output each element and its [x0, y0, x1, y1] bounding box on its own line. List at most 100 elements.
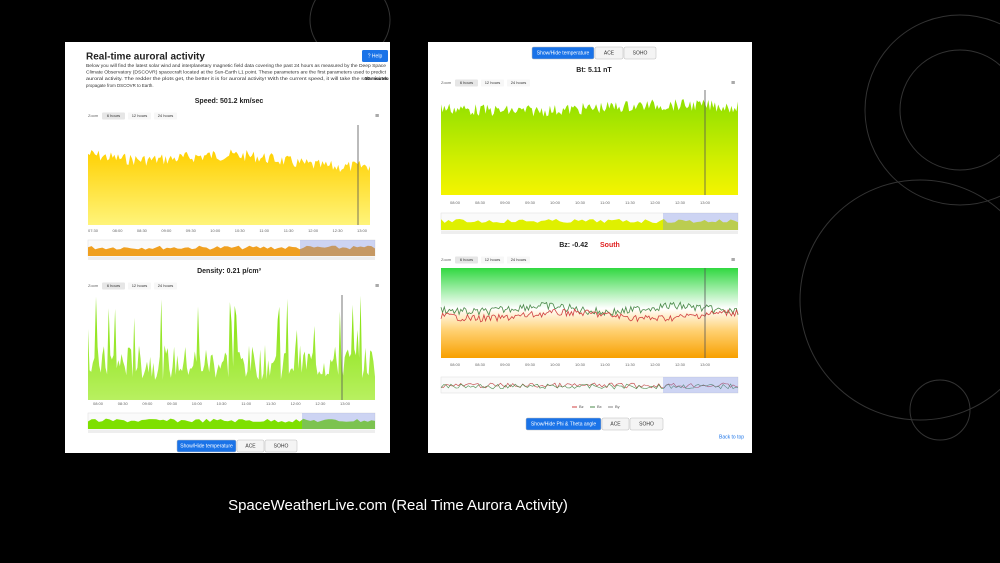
chart-title: Density: 0.21 p/cm³ [197, 268, 261, 275]
x-tick-label: 09:00 [161, 228, 172, 233]
intro-bold: 50 minutes [365, 76, 388, 81]
zoom-option[interactable]: 12 hours [132, 113, 148, 118]
legend-label[interactable]: Bz [579, 404, 584, 409]
x-tick-label: 12:00 [650, 362, 661, 367]
button-label[interactable]: ACE [610, 421, 621, 427]
zoom-button[interactable] [128, 112, 151, 120]
zoom-button[interactable] [455, 256, 478, 264]
intro-line: propagate from DSCOVR to Earth. [86, 83, 154, 88]
menu-icon[interactable]: ≡ [731, 80, 735, 87]
x-tick-label: 09:30 [525, 362, 536, 367]
x-tick-label: 09:00 [142, 401, 153, 406]
bz-background [441, 268, 738, 358]
navigator-series [440, 382, 739, 389]
x-tick-label: 13:00 [700, 200, 711, 205]
zoom-button[interactable] [154, 112, 177, 120]
button[interactable] [594, 46, 624, 60]
zoom-button[interactable] [102, 282, 125, 290]
x-tick-label: 09:30 [525, 200, 536, 205]
help-button[interactable] [362, 50, 388, 62]
button-label[interactable]: Show/Hide temperature [537, 50, 590, 56]
x-tick-label: 11:00 [241, 401, 251, 406]
back-to-top[interactable]: Back to top [719, 434, 744, 440]
button-label[interactable]: Show/Hide temperature [180, 443, 233, 449]
x-tick-label: 11:30 [625, 200, 635, 205]
zoom-option[interactable]: 6 hours [460, 257, 473, 262]
zoom-option[interactable]: 24 hours [158, 113, 174, 118]
menu-icon[interactable]: ≡ [731, 257, 735, 264]
x-tick-label: 10:30 [216, 401, 227, 406]
x-tick-label: 11:30 [625, 362, 635, 367]
zoom-button[interactable] [481, 256, 504, 264]
x-tick-label: 11:00 [259, 228, 269, 233]
chart-title: Bt: 5.11 nT [576, 67, 612, 74]
zoom-button[interactable] [128, 282, 151, 290]
x-tick-label: 09:30 [186, 228, 197, 233]
button[interactable] [236, 439, 265, 453]
zoom-option[interactable]: 24 hours [158, 283, 174, 288]
button-label[interactable]: SOHO [274, 443, 289, 449]
button[interactable] [601, 417, 630, 431]
navigator [440, 376, 739, 394]
button-label[interactable]: ACE [604, 50, 615, 56]
scrollbar [88, 430, 375, 433]
zoom-option[interactable]: 12 hours [132, 283, 148, 288]
x-tick-label: 10:00 [550, 200, 561, 205]
bt-area [441, 99, 738, 195]
chart-title: Bz: -0.42 [559, 242, 588, 249]
menu-icon[interactable]: ≡ [375, 113, 379, 120]
button[interactable] [264, 439, 298, 453]
x-tick-label: 10:30 [575, 200, 586, 205]
button-label[interactable]: SOHO [639, 421, 654, 427]
x-tick-label: 11:00 [600, 200, 610, 205]
button-label[interactable]: Show/Hide Phi & Theta angle [531, 421, 596, 427]
zoom-option[interactable]: 6 hours [460, 80, 473, 85]
density-area [88, 295, 375, 400]
intro-line: Below you will find the latest solar win… [86, 63, 387, 68]
x-tick-label: 12:30 [675, 200, 686, 205]
zoom-button[interactable] [481, 79, 504, 87]
navigator-series [88, 245, 375, 256]
legend-label[interactable]: By [615, 404, 620, 409]
button[interactable] [176, 439, 237, 453]
zoom-button[interactable] [507, 256, 530, 264]
x-tick-label: 08:00 [450, 200, 461, 205]
zoom-button[interactable] [102, 112, 125, 120]
button[interactable] [629, 417, 664, 431]
x-tick-label: 12:00 [650, 200, 661, 205]
menu-icon[interactable]: ≡ [375, 283, 379, 290]
button[interactable] [531, 46, 595, 60]
zoom-option[interactable]: 24 hours [511, 257, 527, 262]
button-label[interactable]: SOHO [633, 50, 648, 56]
zoom-label: Zoom [88, 113, 99, 118]
x-tick-label: 08:00 [112, 228, 123, 233]
zoom-option[interactable]: 6 hours [107, 113, 120, 118]
navigator-selection [663, 213, 738, 230]
zoom-label: Zoom [441, 80, 452, 85]
speed-area [88, 149, 370, 225]
button[interactable] [623, 46, 657, 60]
navigator-series [441, 219, 738, 230]
intro-line: Climate Observatory (DSCOVR) spacecraft … [86, 70, 387, 75]
button-label[interactable]: ACE [245, 443, 256, 449]
x-tick-label: 10:30 [235, 228, 246, 233]
help-label[interactable]: ? Help [368, 53, 383, 59]
x-tick-label: 12:00 [291, 401, 302, 406]
x-tick-label: 11:30 [266, 401, 276, 406]
zoom-option[interactable]: 6 hours [107, 283, 120, 288]
x-tick-label: 08:30 [137, 228, 148, 233]
scrollbar [88, 257, 375, 260]
intro-line: auroral activity. The redder the plots g… [86, 76, 387, 81]
zoom-button[interactable] [455, 79, 478, 87]
x-tick-label: 09:00 [500, 200, 511, 205]
page-title: Real-time auroral activity [86, 52, 205, 63]
zoom-button[interactable] [154, 282, 177, 290]
zoom-option[interactable]: 24 hours [511, 80, 527, 85]
legend-label[interactable]: Bx [597, 404, 602, 409]
zoom-option[interactable]: 12 hours [485, 80, 501, 85]
zoom-option[interactable]: 12 hours [485, 257, 501, 262]
button[interactable] [525, 417, 602, 431]
zoom-button[interactable] [507, 79, 530, 87]
x-tick-label: 08:30 [475, 200, 486, 205]
